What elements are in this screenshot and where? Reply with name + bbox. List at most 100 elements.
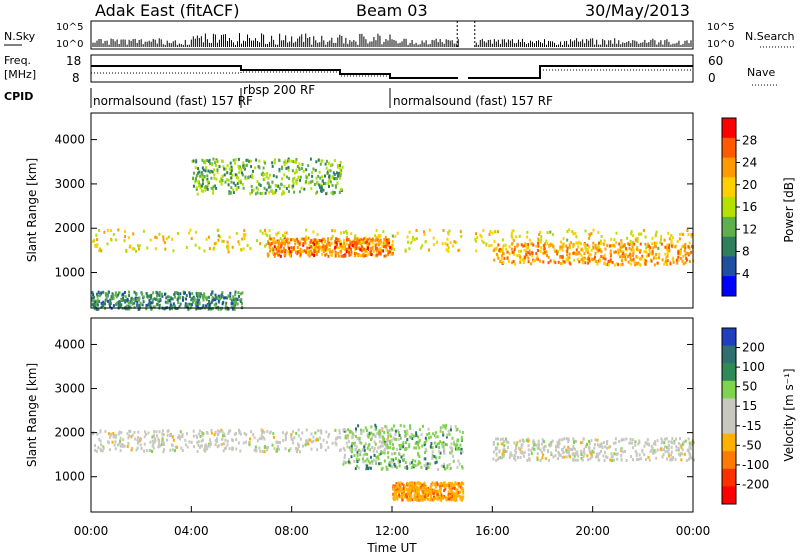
power-cell [610,237,613,241]
power-cell [382,230,385,234]
velocity-cell [154,439,157,443]
power-cell [92,296,95,300]
power-cell [645,254,648,258]
power-cell [231,307,234,311]
power-cell [247,159,250,163]
velocity-cell [221,437,224,441]
velocity-cell [348,429,351,433]
power-cell [150,301,153,305]
velocity-cell [357,466,360,470]
power-cell [170,296,172,300]
power-cell [343,246,346,250]
velocity-cell [424,484,427,488]
velocity-cell [192,434,195,438]
velocity-cell [515,450,517,454]
power-cell [212,188,215,192]
velocity-cell [424,463,427,467]
power-cell [620,263,623,267]
power-cell [269,237,272,241]
velocity-cell [235,438,238,441]
power-cell [232,158,235,162]
velocity-cell [567,438,570,442]
x-tick-label: 12:00 [375,524,410,538]
power-cell [232,295,235,299]
power-cell [244,177,247,181]
power-cell [449,241,452,245]
velocity-cell [604,445,607,449]
power-cell [267,185,270,189]
power-cell [511,242,514,246]
power-cell [156,294,158,298]
velocity-cell [355,429,358,433]
velocity-cell [662,453,665,457]
power-cell [341,243,344,247]
velocity-cell [528,458,531,462]
velocity-cell [284,432,287,436]
power-cell [340,231,343,235]
power-cell [559,245,562,249]
power-cell [254,192,257,196]
velocity-cell [425,467,428,471]
power-cell [306,246,309,250]
velocity-cell [408,488,411,492]
velocity-cell [366,457,369,461]
power-cell [221,302,224,306]
velocity-cell [586,443,589,447]
velocity-cell [558,453,561,457]
power-cell [199,292,202,296]
velocity-cell [431,453,434,457]
velocity-cell [334,428,337,432]
freq-unit-label: [MHz] [4,68,36,81]
velocity-cell [681,443,684,447]
power-cell [340,169,343,172]
power-cell [293,176,296,180]
power-cell [636,236,639,240]
power-cell [615,231,618,235]
power-cell [374,247,377,251]
power-cell [262,173,265,177]
power-cell [668,246,670,250]
velocity-cell [445,498,448,502]
velocity-cell [435,456,438,460]
power-cell [133,247,136,251]
power-cell [446,243,449,247]
velocity-cell [438,456,441,459]
velocity-cell [391,428,394,432]
power-cell [164,300,167,304]
power-cell [318,245,321,249]
velocity-cell [527,453,530,457]
power-cell [370,239,373,243]
power-cell [632,251,635,255]
velocity-cell [297,444,300,448]
velocity-cell [151,444,154,448]
power-cell [643,258,646,262]
power-cell [334,254,337,258]
power-cell [411,238,414,242]
velocity-cell [423,490,426,494]
power-cell [679,250,682,253]
velocity-cell [620,447,623,451]
power-cell [630,258,633,262]
velocity-cell [344,429,347,433]
velocity-cell [497,457,500,461]
power-cell [518,254,521,257]
velocity-cell [663,441,666,445]
velocity-cell [394,464,397,468]
velocity-cell [538,443,540,447]
power-cell [539,249,542,253]
velocity-cell [228,429,230,433]
velocity-cell [295,431,298,435]
power-cell [292,237,295,241]
power-cell [318,239,321,242]
velocity-cell [439,495,442,498]
velocity-cell [401,482,404,486]
power-cell [184,302,187,306]
velocity-cell [495,458,498,462]
power-cell [576,252,579,256]
velocity-cell [160,442,163,446]
velocity-cell [382,438,385,442]
velocity-cell [405,488,408,491]
power-cell [686,252,689,255]
velocity-cell [267,446,270,449]
power-cell [660,235,663,238]
